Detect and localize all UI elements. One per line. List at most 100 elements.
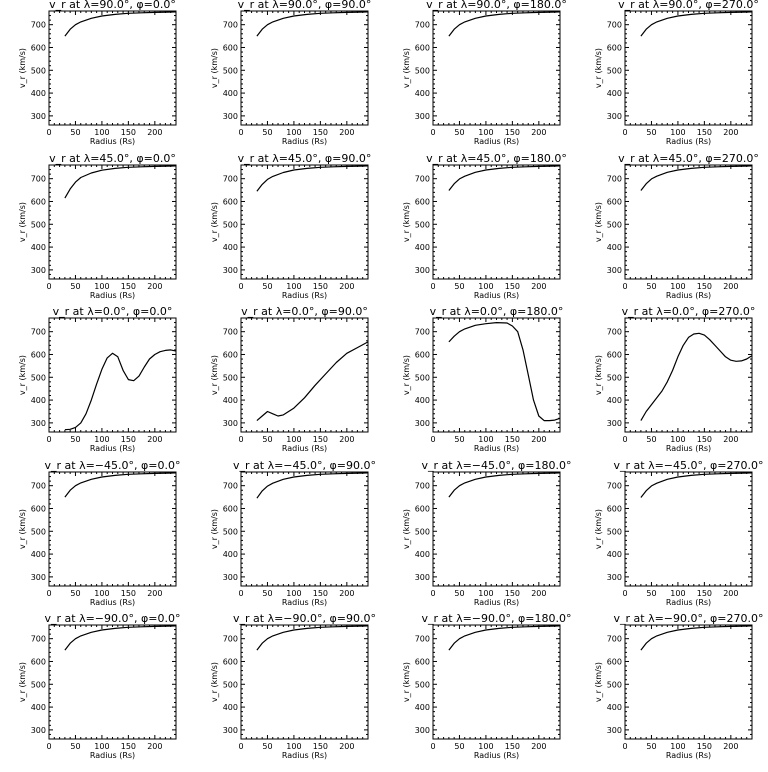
series-line	[64, 11, 177, 37]
y-tick-label: 300	[415, 112, 430, 121]
plot-frame	[432, 624, 561, 740]
panel-14: v_r at λ=−45.0°, φ=90.0° 0 50 100 150 200 300 4…	[210, 459, 376, 607]
panel-title: v_r at λ=90.0°, φ=0.0°	[49, 0, 176, 11]
y-axis-label: v_r (km/s)	[594, 662, 603, 702]
x-tick-label: 200	[339, 589, 354, 598]
panel-18: v_r at λ=−90.0°, φ=90.0° 0 50 100 150 200 300 4…	[210, 612, 376, 760]
y-axis-label: v_r (km/s)	[18, 202, 27, 242]
panel-11: v_r at λ=0.0°, φ=180.0° 0 50 100 150 200 300 40…	[402, 305, 563, 453]
x-tick-label: 200	[531, 742, 546, 751]
x-tick-label: 200	[147, 742, 162, 751]
panel-19: v_r at λ=−90.0°, φ=180.0° 0 50 100 150 200 300…	[402, 612, 571, 760]
x-tick-label: 200	[723, 282, 738, 291]
plot-frame	[432, 10, 561, 126]
x-tick-label: 0	[430, 435, 435, 444]
plot-frame	[240, 317, 369, 433]
series-line	[640, 472, 753, 498]
x-tick-label: 150	[121, 282, 136, 291]
x-tick-label: 150	[313, 589, 328, 598]
x-tick-label: 50	[454, 282, 464, 291]
series-line	[640, 165, 753, 191]
x-tick-label: 150	[505, 282, 520, 291]
y-tick-label: 300	[415, 573, 430, 582]
x-tick-label: 200	[147, 282, 162, 291]
y-tick-label: 600	[415, 657, 430, 666]
y-tick-label: 700	[415, 635, 430, 644]
x-tick-label: 50	[70, 282, 80, 291]
plot-frame	[48, 624, 177, 740]
x-tick-label: 200	[531, 589, 546, 598]
x-tick-label: 150	[313, 742, 328, 751]
x-tick-label: 50	[646, 282, 656, 291]
series-line	[64, 165, 177, 199]
x-tick-label: 150	[697, 589, 712, 598]
series-line	[640, 332, 753, 421]
x-axis-label: Radius (Rs)	[90, 598, 135, 607]
y-tick-label: 300	[415, 419, 430, 428]
x-tick-label: 50	[70, 128, 80, 137]
panel-1: v_r at λ=90.0°, φ=0.0° 0 50 100 150 200 300 400…	[18, 0, 177, 146]
y-axis-label: v_r (km/s)	[594, 202, 603, 242]
plot-frame	[432, 317, 561, 433]
x-tick-label: 200	[147, 589, 162, 598]
series-line	[256, 11, 369, 37]
plot-frame	[240, 10, 369, 126]
y-tick-label: 700	[607, 175, 622, 184]
y-tick-label: 400	[31, 243, 46, 252]
x-tick-label: 0	[238, 282, 243, 291]
x-tick-label: 100	[670, 589, 685, 598]
x-tick-label: 100	[478, 128, 493, 137]
y-tick-label: 700	[31, 21, 46, 30]
x-tick-label: 150	[505, 435, 520, 444]
x-tick-label: 150	[505, 128, 520, 137]
x-axis-label: Radius (Rs)	[282, 291, 327, 300]
y-axis-label: v_r (km/s)	[594, 509, 603, 549]
x-tick-label: 0	[46, 589, 51, 598]
panel-title: v_r at λ=0.0°, φ=180.0°	[430, 305, 564, 318]
y-tick-label: 300	[607, 112, 622, 121]
y-tick-label: 400	[607, 703, 622, 712]
y-tick-label: 300	[223, 419, 238, 428]
x-axis-label: Radius (Rs)	[474, 444, 519, 453]
y-tick-label: 700	[223, 21, 238, 30]
x-tick-label: 150	[121, 435, 136, 444]
y-tick-label: 400	[223, 396, 238, 405]
y-axis-label: v_r (km/s)	[210, 202, 219, 242]
panel-title: v_r at λ=45.0°, φ=180.0°	[426, 152, 567, 165]
y-axis-label: v_r (km/s)	[402, 509, 411, 549]
panel-title: v_r at λ=0.0°, φ=0.0°	[53, 305, 173, 318]
y-tick-label: 600	[607, 657, 622, 666]
y-tick-label: 500	[607, 680, 622, 689]
panel-15: v_r at λ=−45.0°, φ=180.0° 0 50 100 150 200 300…	[402, 459, 571, 607]
plot-frame	[240, 164, 369, 280]
x-tick-label: 150	[313, 435, 328, 444]
x-tick-label: 200	[723, 128, 738, 137]
x-tick-label: 200	[147, 128, 162, 137]
x-tick-label: 50	[454, 435, 464, 444]
x-tick-label: 100	[670, 128, 685, 137]
x-tick-label: 0	[46, 128, 51, 137]
x-tick-label: 50	[646, 742, 656, 751]
series-line	[448, 165, 561, 191]
x-tick-label: 200	[531, 435, 546, 444]
y-tick-label: 500	[223, 66, 238, 75]
x-tick-label: 0	[430, 742, 435, 751]
x-axis-label: Radius (Rs)	[474, 291, 519, 300]
panel-16: v_r at λ=−45.0°, φ=270.0° 0 50 100 150 200 300…	[594, 459, 763, 607]
y-tick-label: 500	[31, 220, 46, 229]
y-tick-label: 300	[31, 112, 46, 121]
panel-title: v_r at λ=45.0°, φ=270.0°	[618, 152, 759, 165]
x-tick-label: 100	[286, 742, 301, 751]
x-axis-label: Radius (Rs)	[282, 137, 327, 146]
panel-8: v_r at λ=45.0°, φ=270.0° 0 50 100 150 200 300 4…	[594, 152, 759, 300]
y-tick-label: 600	[31, 43, 46, 52]
y-tick-label: 500	[607, 220, 622, 229]
series-line	[256, 341, 369, 422]
panel-title: v_r at λ=90.0°, φ=90.0°	[238, 0, 372, 11]
y-axis-label: v_r (km/s)	[594, 48, 603, 88]
y-tick-label: 400	[223, 550, 238, 559]
y-tick-label: 500	[31, 373, 46, 382]
x-tick-label: 100	[670, 282, 685, 291]
y-tick-label: 500	[415, 373, 430, 382]
